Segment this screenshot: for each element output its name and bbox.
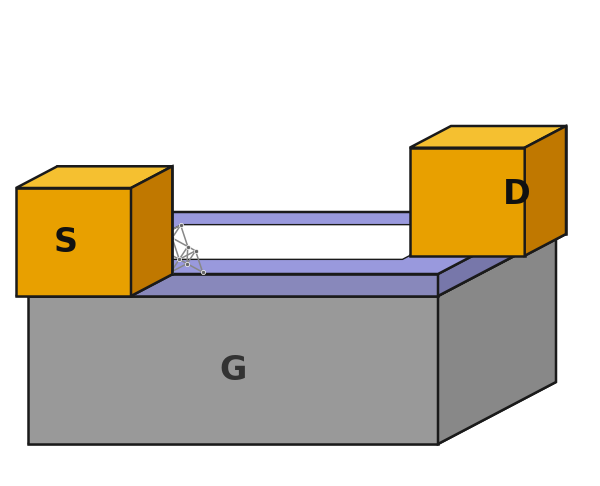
Polygon shape: [451, 126, 566, 234]
Text: S: S: [53, 226, 77, 259]
Text: D: D: [503, 178, 530, 211]
Polygon shape: [410, 126, 566, 148]
Polygon shape: [28, 234, 556, 296]
Polygon shape: [410, 234, 566, 256]
Polygon shape: [410, 148, 525, 256]
Text: G: G: [220, 353, 247, 386]
Polygon shape: [115, 225, 469, 260]
Polygon shape: [16, 166, 172, 188]
Polygon shape: [525, 126, 566, 256]
Polygon shape: [58, 166, 172, 274]
Polygon shape: [16, 188, 131, 296]
Polygon shape: [131, 166, 172, 296]
Polygon shape: [16, 274, 172, 296]
Polygon shape: [438, 212, 556, 296]
Polygon shape: [28, 274, 438, 296]
Polygon shape: [28, 382, 556, 444]
Polygon shape: [438, 234, 556, 444]
Polygon shape: [28, 212, 556, 274]
Polygon shape: [28, 296, 438, 444]
